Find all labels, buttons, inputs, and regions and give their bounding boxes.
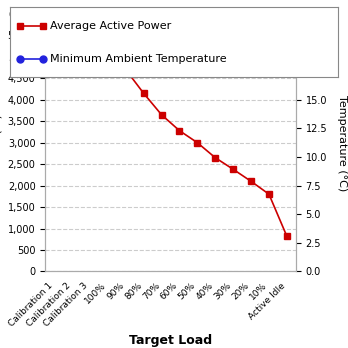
Average Active Power xyxy=(213,156,218,160)
Average Active Power xyxy=(142,91,146,95)
Minimum Ambient Temperature xyxy=(142,11,146,15)
Minimum Ambient Temperature xyxy=(106,12,110,16)
Line: Minimum Ambient Temperature: Minimum Ambient Temperature xyxy=(51,9,290,28)
Average Active Power xyxy=(124,68,128,72)
Minimum Ambient Temperature xyxy=(195,16,199,21)
Average Active Power xyxy=(70,24,74,28)
Average Active Power xyxy=(159,113,164,117)
Minimum Ambient Temperature xyxy=(267,21,271,25)
Minimum Ambient Temperature xyxy=(231,19,235,23)
Minimum Ambient Temperature xyxy=(88,20,92,24)
Minimum Ambient Temperature xyxy=(70,17,74,22)
Average Active Power xyxy=(195,141,199,145)
Average Active Power xyxy=(231,167,235,171)
Average Active Power xyxy=(249,179,253,183)
Minimum Ambient Temperature xyxy=(159,13,164,17)
Average Active Power xyxy=(267,192,271,196)
Average Active Power xyxy=(177,128,182,133)
Text: Average Active Power: Average Active Power xyxy=(50,22,171,31)
Minimum Ambient Temperature xyxy=(177,15,182,19)
Minimum Ambient Temperature xyxy=(124,11,128,15)
Text: Minimum Ambient Temperature: Minimum Ambient Temperature xyxy=(50,54,226,64)
Line: Average Active Power: Average Active Power xyxy=(52,20,290,239)
Average Active Power xyxy=(88,40,92,44)
Average Active Power xyxy=(106,38,110,42)
Average Active Power xyxy=(285,234,289,238)
X-axis label: Target Load: Target Load xyxy=(129,334,212,347)
Average Active Power xyxy=(52,21,56,25)
Minimum Ambient Temperature xyxy=(213,17,218,22)
Minimum Ambient Temperature xyxy=(249,20,253,24)
Y-axis label: Power (W): Power (W) xyxy=(0,114,2,171)
Minimum Ambient Temperature xyxy=(52,20,56,24)
Minimum Ambient Temperature xyxy=(285,22,289,26)
Y-axis label: Temperature (°C): Temperature (°C) xyxy=(337,95,347,191)
